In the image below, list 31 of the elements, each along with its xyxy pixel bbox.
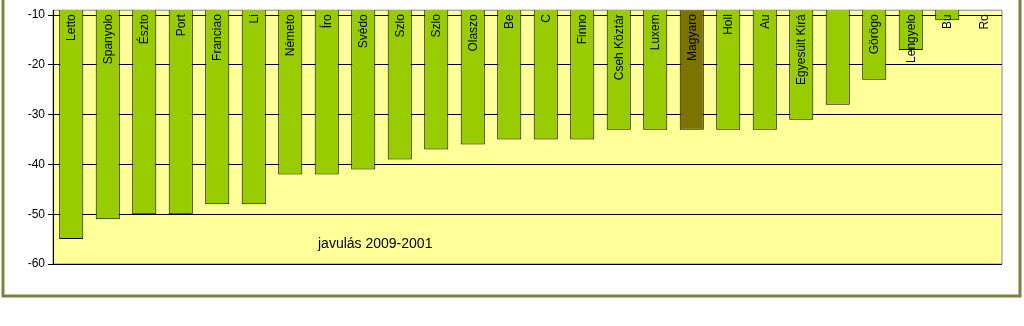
x-tick-label: Görögo xyxy=(867,13,882,55)
x-tick-label: Szlo xyxy=(429,13,444,38)
x-tick-label: Bu xyxy=(940,14,955,29)
x-tick-label: Svédo xyxy=(356,13,371,49)
x-tick-label: Au xyxy=(757,14,772,29)
x-tick-label: Finno xyxy=(575,13,590,45)
x-tick-label: C xyxy=(538,13,553,23)
x-tick-label: Be xyxy=(502,13,517,29)
y-tick-label: -60 xyxy=(27,256,46,271)
x-tick-label: Port xyxy=(173,13,188,37)
x-tick-label: Li xyxy=(246,14,261,24)
y-tick-label: -30 xyxy=(27,107,46,122)
y-tick-label: -40 xyxy=(27,156,46,171)
x-tick-label: Egyesült Kirá xyxy=(794,13,809,85)
x-tick-label: Letto xyxy=(64,13,79,41)
y-tick-label: -50 xyxy=(27,206,46,221)
x-tick-label: Franciao xyxy=(210,13,225,61)
x-tick-label: Íro xyxy=(318,13,334,29)
x-tick-label: Lengyelo xyxy=(903,13,918,63)
annotation: javulás 2009-2001 xyxy=(317,235,433,251)
x-tick-label: Magyaro xyxy=(684,13,699,61)
x-tick-label: Holl xyxy=(721,14,736,35)
x-tick-label: Olaszo xyxy=(465,13,480,52)
y-tick-label: -10 xyxy=(27,7,46,22)
x-tick-label: Cseh Köztár xyxy=(611,14,626,81)
x-tick-label: Észto xyxy=(136,13,152,45)
x-tick-label: Luxem xyxy=(648,14,663,51)
x-tick-label: Szlo xyxy=(392,13,407,38)
y-tick-label: -20 xyxy=(27,57,46,72)
x-tick-label: Spanyolo xyxy=(100,13,115,65)
x-tick-label: Németo xyxy=(283,13,298,57)
